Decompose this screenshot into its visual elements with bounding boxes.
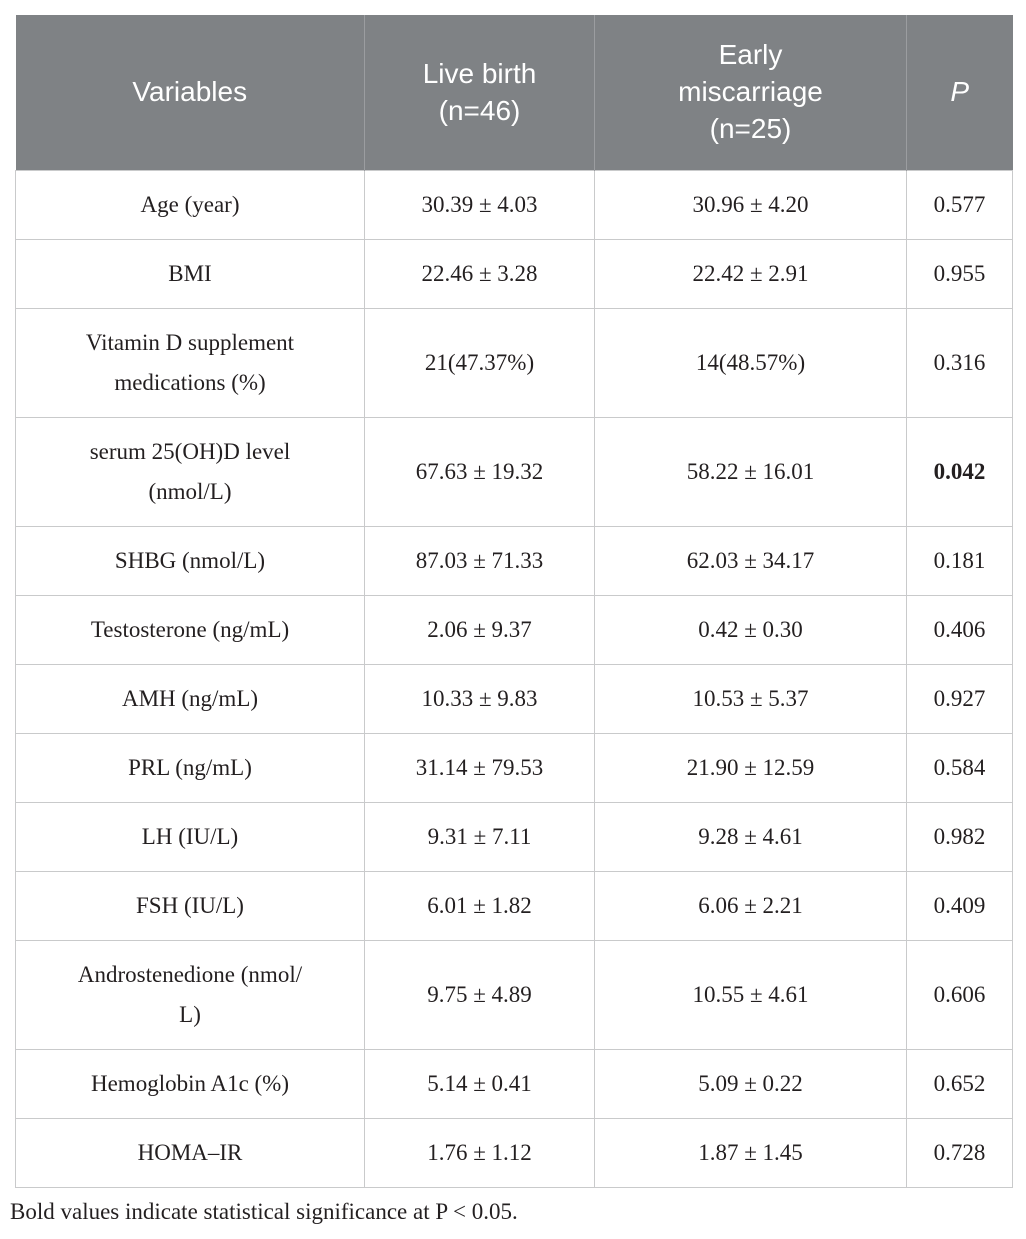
- table-row: Vitamin D supplement medications (%) 21(4…: [15, 308, 1013, 418]
- p-value-cell: 0.042: [906, 417, 1013, 527]
- early-miscarriage-cell: 6.06 ± 2.21: [594, 871, 907, 941]
- p-value-cell: 0.406: [906, 595, 1013, 665]
- variable-cell: Age (year): [15, 170, 365, 240]
- table-row: BMI 22.46 ± 3.28 22.42 ± 2.91 0.955: [15, 239, 1013, 309]
- p-value-cell: 0.409: [906, 871, 1013, 941]
- table-body: Age (year) 30.39 ± 4.03 30.96 ± 4.20 0.577 B…: [15, 170, 1013, 1188]
- table-row: AMH (ng/mL) 10.33 ± 9.83 10.53 ± 5.37 0.927: [15, 664, 1013, 734]
- early-miscarriage-cell: 22.42 ± 2.91: [594, 239, 907, 309]
- variable-cell: Hemoglobin A1c (%): [15, 1049, 365, 1119]
- variable-cell: AMH (ng/mL): [15, 664, 365, 734]
- live-birth-cell: 5.14 ± 0.41: [364, 1049, 595, 1119]
- early-miscarriage-cell: 10.53 ± 5.37: [594, 664, 907, 734]
- variable-cell: Vitamin D supplement medications (%): [15, 308, 365, 418]
- early-miscarriage-cell: 9.28 ± 4.61: [594, 802, 907, 872]
- early-miscarriage-cell: 58.22 ± 16.01: [594, 417, 907, 527]
- early-miscarriage-cell: 21.90 ± 12.59: [594, 733, 907, 803]
- live-birth-cell: 2.06 ± 9.37: [364, 595, 595, 665]
- header-p-value: P: [906, 15, 1013, 171]
- p-value-cell: 0.927: [906, 664, 1013, 734]
- comparison-table: Variables Live birth (n=46) Early miscar…: [15, 15, 1013, 1188]
- p-value-cell: 0.982: [906, 802, 1013, 872]
- live-birth-cell: 10.33 ± 9.83: [364, 664, 595, 734]
- variable-cell: FSH (IU/L): [15, 871, 365, 941]
- table-row: PRL (ng/mL) 31.14 ± 79.53 21.90 ± 12.59 0.5…: [15, 733, 1013, 803]
- early-miscarriage-cell: 62.03 ± 34.17: [594, 526, 907, 596]
- early-miscarriage-cell: 14(48.57%): [594, 308, 907, 418]
- table-row: HOMA–IR 1.76 ± 1.12 1.87 ± 1.45 0.728: [15, 1118, 1013, 1188]
- table-figure: Variables Live birth (n=46) Early miscar…: [10, 15, 1013, 1226]
- table-row: Testosterone (ng/mL) 2.06 ± 9.37 0.42 ± 0.…: [15, 595, 1013, 665]
- p-value-cell: 0.577: [906, 170, 1013, 240]
- variable-cell: PRL (ng/mL): [15, 733, 365, 803]
- table-row: Age (year) 30.39 ± 4.03 30.96 ± 4.20 0.577: [15, 170, 1013, 240]
- p-value-cell: 0.728: [906, 1118, 1013, 1188]
- live-birth-cell: 9.75 ± 4.89: [364, 940, 595, 1050]
- table-row: Hemoglobin A1c (%) 5.14 ± 0.41 5.09 ± 0.22…: [15, 1049, 1013, 1119]
- early-miscarriage-cell: 30.96 ± 4.20: [594, 170, 907, 240]
- p-value-cell: 0.955: [906, 239, 1013, 309]
- live-birth-cell: 87.03 ± 71.33: [364, 526, 595, 596]
- variable-cell: LH (IU/L): [15, 802, 365, 872]
- table-row: LH (IU/L) 9.31 ± 7.11 9.28 ± 4.61 0.982: [15, 802, 1013, 872]
- header-live-birth: Live birth (n=46): [364, 15, 595, 171]
- table-row: serum 25(OH)D level (nmol/L) 67.63 ± 19.3…: [15, 417, 1013, 527]
- early-miscarriage-cell: 5.09 ± 0.22: [594, 1049, 907, 1119]
- variable-cell: HOMA–IR: [15, 1118, 365, 1188]
- live-birth-cell: 67.63 ± 19.32: [364, 417, 595, 527]
- live-birth-cell: 21(47.37%): [364, 308, 595, 418]
- p-value-cell: 0.606: [906, 940, 1013, 1050]
- p-value-cell: 0.652: [906, 1049, 1013, 1119]
- table-row: Androstenedione (nmol/ L) 9.75 ± 4.89 10.5…: [15, 940, 1013, 1050]
- early-miscarriage-cell: 10.55 ± 4.61: [594, 940, 907, 1050]
- live-birth-cell: 9.31 ± 7.11: [364, 802, 595, 872]
- early-miscarriage-cell: 0.42 ± 0.30: [594, 595, 907, 665]
- table-header: Variables Live birth (n=46) Early miscar…: [15, 15, 1013, 171]
- variable-cell: BMI: [15, 239, 365, 309]
- p-value-cell: 0.181: [906, 526, 1013, 596]
- p-value-cell: 0.316: [906, 308, 1013, 418]
- variable-cell: Testosterone (ng/mL): [15, 595, 365, 665]
- variable-cell: Androstenedione (nmol/ L): [15, 940, 365, 1050]
- table-row: SHBG (nmol/L) 87.03 ± 71.33 62.03 ± 34.17 0…: [15, 526, 1013, 596]
- header-early-miscarriage: Early miscarriage (n=25): [594, 15, 907, 171]
- early-miscarriage-cell: 1.87 ± 1.45: [594, 1118, 907, 1188]
- variable-cell: SHBG (nmol/L): [15, 526, 365, 596]
- variable-cell: serum 25(OH)D level (nmol/L): [15, 417, 365, 527]
- p-value-cell: 0.584: [906, 733, 1013, 803]
- live-birth-cell: 1.76 ± 1.12: [364, 1118, 595, 1188]
- live-birth-cell: 31.14 ± 79.53: [364, 733, 595, 803]
- footnote: Bold values indicate statistical signifi…: [10, 1199, 518, 1224]
- live-birth-cell: 30.39 ± 4.03: [364, 170, 595, 240]
- table-row: FSH (IU/L) 6.01 ± 1.82 6.06 ± 2.21 0.409: [15, 871, 1013, 941]
- header-row: Variables Live birth (n=46) Early miscar…: [15, 15, 1013, 171]
- live-birth-cell: 6.01 ± 1.82: [364, 871, 595, 941]
- header-variables: Variables: [15, 15, 365, 171]
- live-birth-cell: 22.46 ± 3.28: [364, 239, 595, 309]
